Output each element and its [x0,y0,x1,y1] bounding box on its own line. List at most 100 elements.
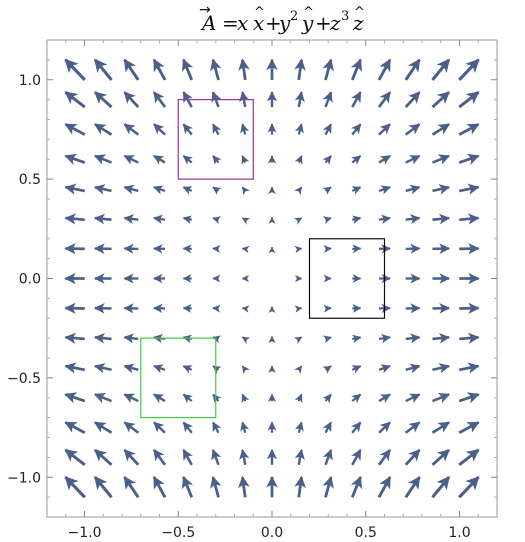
vector-arrow [123,363,139,374]
vector-arrow [294,91,305,108]
vector-arrow [351,215,362,224]
vector-arrow [94,91,113,109]
purple-box [177,99,254,180]
title-y-coef: y [278,11,291,35]
vector-arrow [404,91,421,109]
vector-arrow [404,123,421,136]
vector-arrow [182,155,193,165]
vector-arrow [322,155,332,165]
x-tick-label: 1.0 [448,525,470,541]
title-z-unit: z [352,11,364,35]
vector-arrow [212,155,222,165]
vector-arrow [153,185,166,195]
vector-arrow [64,475,86,499]
vector-arrow [431,58,451,81]
title-z-power: 3 [341,9,349,24]
vector-arrow [64,421,86,434]
plot-frame [46,39,498,518]
title-y-hat-icon: ^ [303,5,314,20]
vector-arrow [404,421,421,434]
vector-arrow [322,186,332,195]
vector-arrow [241,393,250,404]
y-tick-label: 0.0 [19,272,41,288]
vector-arrow [459,332,480,344]
vector-arrow [93,393,113,404]
vector-arrow [351,421,362,434]
vector-arrow [294,58,306,81]
vector-arrow [458,58,480,82]
vector-arrow [458,362,480,374]
vector-arrow [458,448,480,467]
vector-arrow [377,91,392,108]
vector-arrow [351,334,362,344]
vector-arrow [293,336,303,344]
vector-arrow [241,336,251,344]
vector-arrow [123,476,140,499]
vector-arrow [293,217,303,225]
vector-arrow [123,123,140,136]
title-equals: = [222,11,239,35]
vector-arrow [322,123,333,136]
vector-arrow [405,333,421,344]
vector-arrow [94,123,113,136]
vector-arrow [431,91,450,109]
vector-arrow [240,421,250,434]
vector-arrow [377,475,392,499]
vector-arrow [238,475,250,498]
vector-arrow [241,155,250,165]
y-tick-label: −0.5 [7,371,41,387]
vector-arrow [294,123,304,135]
title-y-power: 2 [290,9,298,24]
vector-arrow [458,475,480,499]
vector-arrow [294,155,303,165]
title-z-coef: z [329,11,341,35]
vector-arrow [94,421,113,434]
vector-arrow [64,392,86,404]
vector-arrow [182,448,193,466]
vector-arrow [378,214,391,224]
vector-arrow [378,185,391,195]
green-box [140,337,217,419]
vector-arrow [123,333,139,344]
vector-arrow [294,186,303,196]
vector-arrow [294,421,304,434]
vector-arrow [212,216,222,225]
vector-arrow [377,449,392,466]
vector-arrow [351,365,362,374]
vector-arrow [378,421,391,434]
vector-arrow [64,448,86,467]
black-box [308,238,386,319]
vector-arrow [211,421,222,434]
vector-arrow [182,58,194,81]
vector-arrow [322,475,334,498]
vector-arrow [458,123,480,136]
vector-arrow [405,154,421,165]
vector-arrow [123,184,139,195]
vector-arrow [93,476,113,499]
vector-arrow [405,393,421,404]
x-tick-label: 0.0 [261,525,283,541]
vector-arrow [123,393,139,404]
vector-arrow [458,421,480,434]
vector-arrow [350,58,362,81]
vector-arrow [182,123,193,136]
vector-arrow [458,183,480,195]
title-A: A [200,11,216,35]
vector-arrow [241,365,250,375]
vector-arrow [351,123,362,136]
y-tick-label: 0.5 [19,172,41,188]
chart-title: A → = x x ^ + y 2 y ^ + z 3 z ^ [199,2,365,35]
vector-arrow [459,213,480,225]
vector-arrow [210,475,222,498]
vector-arrow [432,362,451,374]
vector-arrow [64,123,86,136]
vector-arrow [182,475,194,498]
vector-arrow [431,393,451,404]
vector-arrow [294,448,305,466]
vector-arrow [322,421,333,434]
vector-arrow [378,364,391,374]
vector-arrow [431,154,451,165]
vector-arrow [153,154,166,165]
y-tick-label: −1.0 [7,470,41,486]
